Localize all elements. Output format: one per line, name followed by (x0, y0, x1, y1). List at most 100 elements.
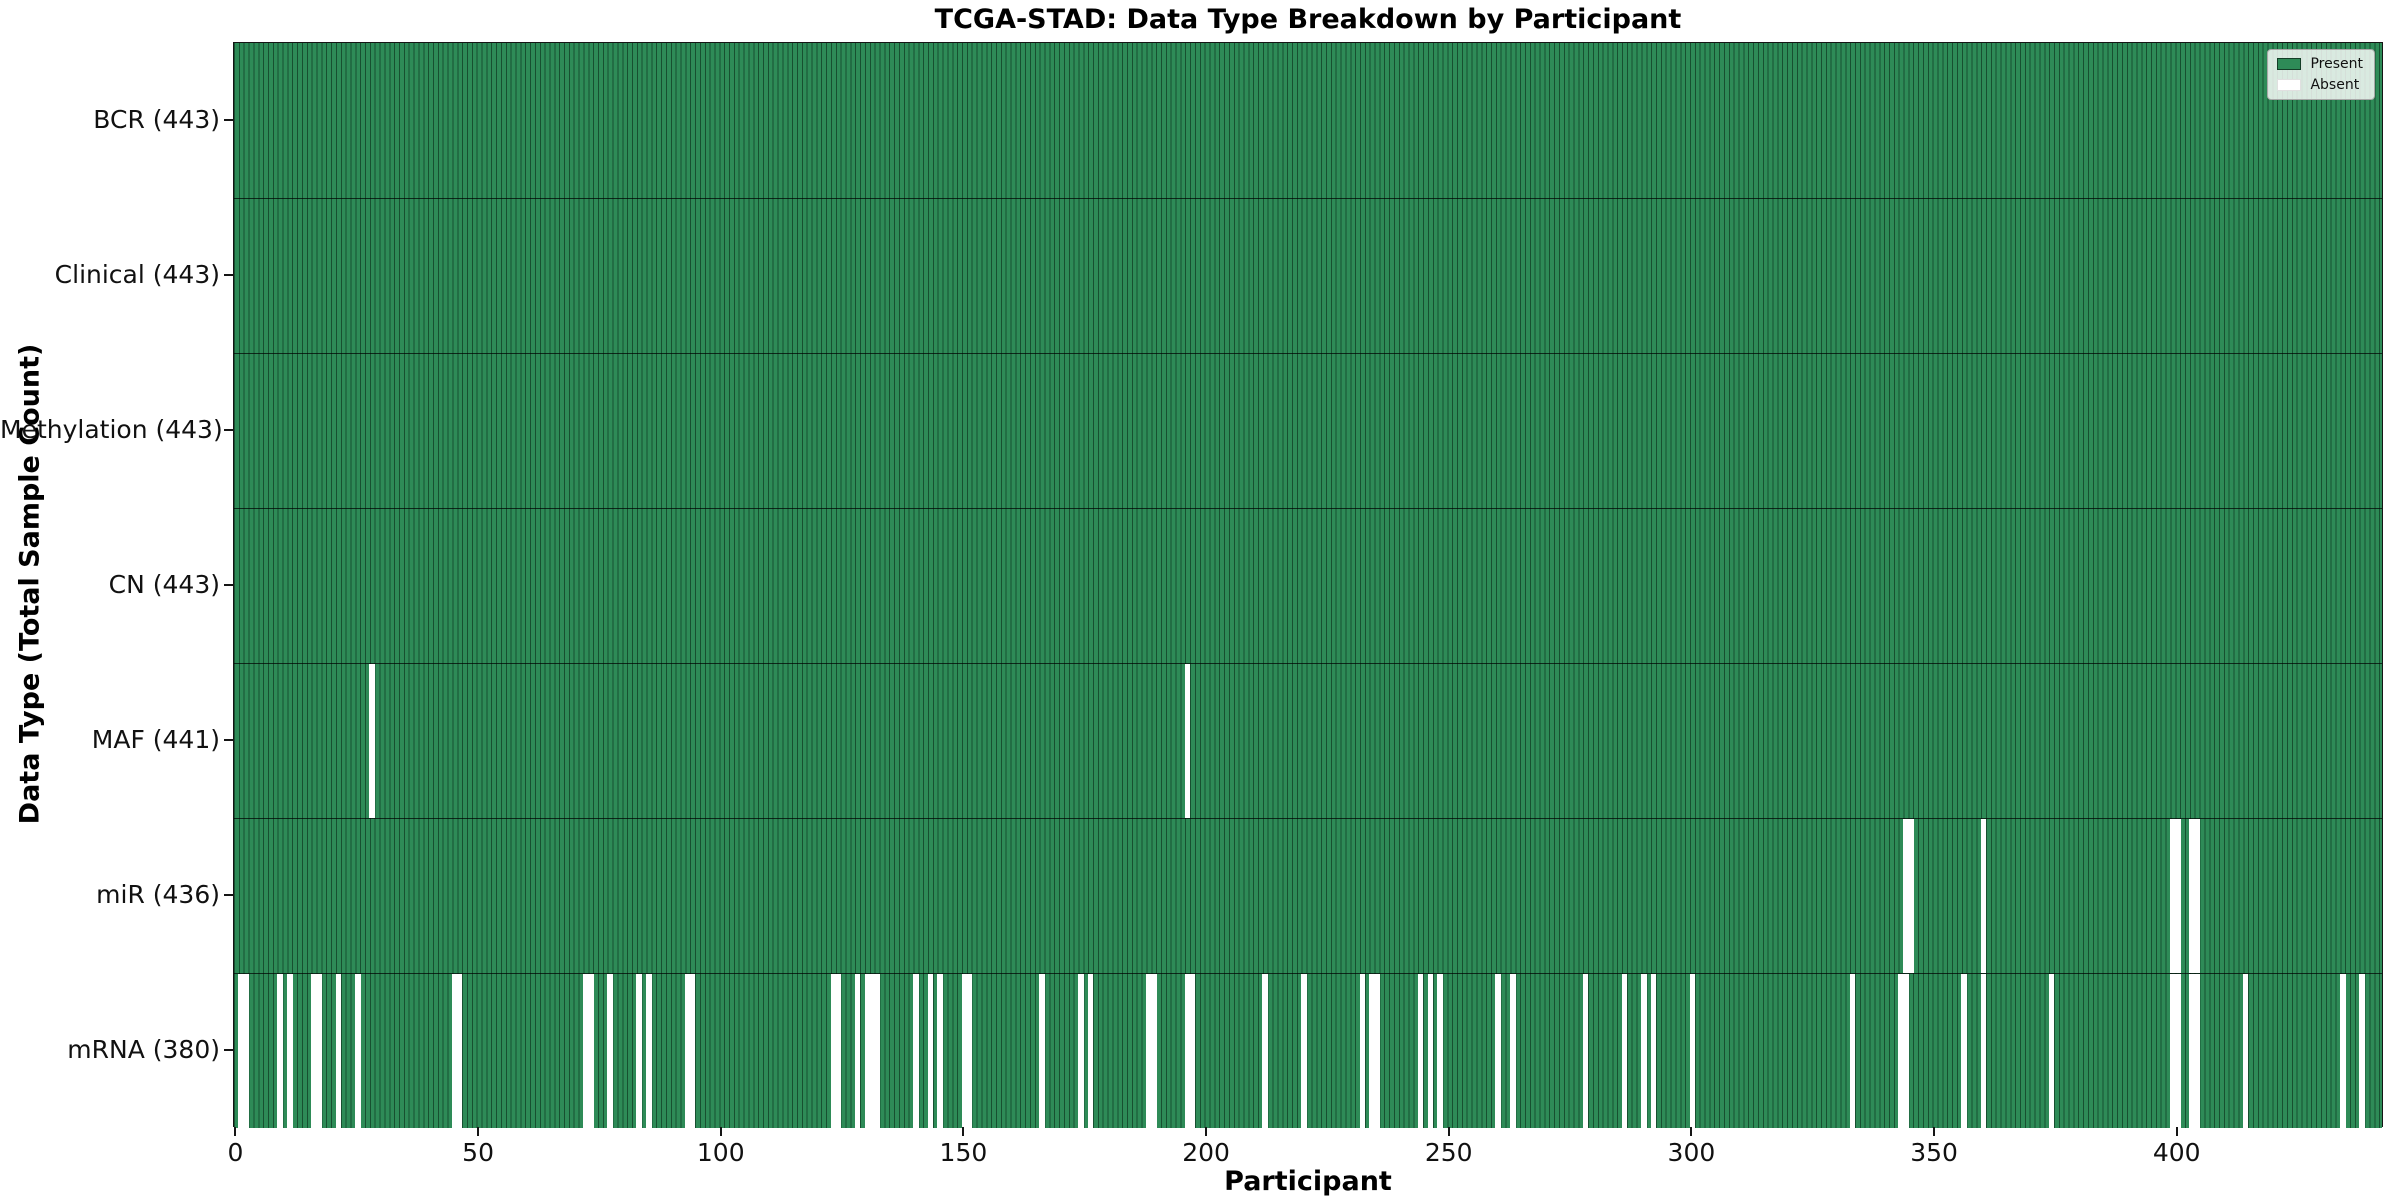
x-tick-label: 50 (462, 1138, 494, 1167)
absent-mark (1150, 974, 1157, 1128)
absent-mark (1417, 974, 1424, 1128)
absent-mark (2194, 974, 2200, 1128)
x-tick (1690, 1127, 1693, 1136)
absent-mark (1898, 974, 1904, 1128)
row-clinical (234, 198, 2382, 353)
absent-mark (1495, 974, 1502, 1128)
absent-mark (1903, 819, 1909, 973)
x-tick (962, 1127, 965, 1136)
absent-mark (2194, 819, 2200, 973)
absent-mark (1907, 819, 1914, 973)
absent-mark (2189, 974, 2196, 1128)
absent-mark (646, 974, 652, 1128)
absent-mark (1374, 974, 1380, 1128)
absent-mark (2339, 974, 2346, 1128)
x-tick-label: 100 (696, 1138, 745, 1167)
legend-entry-present: Present (2277, 57, 2363, 71)
absent-mark (1039, 974, 1045, 1128)
absent-mark (1301, 974, 1307, 1128)
absent-mark (2242, 974, 2249, 1128)
absent-mark (1903, 974, 1909, 1128)
x-tick-label: 150 (939, 1138, 988, 1167)
y-tick-label-cn: CN (443) (108, 569, 220, 599)
absent-mark (587, 974, 594, 1128)
absent-mark (286, 974, 293, 1128)
y-tick-label-clinical: Clinical (443) (54, 259, 220, 289)
absent-mark (1437, 974, 1443, 1128)
absent-mark (966, 974, 973, 1128)
absent-mark (335, 974, 342, 1128)
absent-mark (277, 974, 283, 1128)
x-tick (234, 1127, 237, 1136)
absent-mark (456, 974, 463, 1128)
absent-mark (1262, 974, 1269, 1128)
absent-mark (311, 974, 317, 1128)
legend: Present Absent (2267, 49, 2375, 100)
y-tick (224, 738, 233, 741)
y-tick (224, 428, 233, 431)
y-tick (224, 273, 233, 276)
absent-mark (684, 974, 691, 1128)
present-swatch-icon (2277, 58, 2302, 70)
absent-mark (1961, 974, 1967, 1128)
x-tick-label: 0 (227, 1138, 244, 1167)
absent-mark (1184, 974, 1191, 1128)
absent-mark (835, 974, 842, 1128)
chart-title: TCGA-STAD: Data Type Breakdown by Partic… (934, 4, 1682, 35)
absent-mark (1359, 974, 1366, 1128)
x-tick (2175, 1127, 2178, 1136)
x-tick (1205, 1127, 1208, 1136)
absent-mark (636, 974, 643, 1128)
absent-mark (913, 974, 919, 1128)
absent-mark (869, 974, 876, 1128)
absent-mark (1146, 974, 1152, 1128)
absent-mark (2170, 974, 2176, 1128)
absent-mark (1582, 974, 1589, 1128)
absent-mark (354, 974, 361, 1128)
row-cn (234, 508, 2382, 663)
absent-mark (2170, 819, 2176, 973)
y-tick (224, 893, 233, 896)
legend-entry-absent: Absent (2277, 78, 2363, 92)
absent-mark (961, 974, 968, 1128)
y-tick-label-bcr: BCR (443) (93, 104, 220, 134)
row-mrna (234, 973, 2382, 1128)
x-tick (719, 1127, 722, 1136)
absent-mark (937, 974, 943, 1128)
absent-mark (1184, 664, 1191, 818)
absent-mark (830, 974, 837, 1128)
absent-mark (1189, 974, 1196, 1128)
y-tick-label-methylation: Methylation (443) (0, 414, 223, 444)
row-maf (234, 663, 2382, 818)
x-tick (477, 1127, 480, 1136)
absent-mark (1087, 974, 1094, 1128)
absent-mark (369, 664, 376, 818)
absent-mark (2174, 974, 2181, 1128)
absent-mark (2359, 974, 2365, 1128)
absent-mark (1427, 974, 1434, 1128)
absent-mark (1849, 974, 1856, 1128)
x-axis-title: Participant (1224, 1166, 1392, 1197)
absent-mark (607, 974, 613, 1128)
absent-mark (689, 974, 696, 1128)
x-tick (1447, 1127, 1450, 1136)
absent-mark (1641, 974, 1647, 1128)
absent-mark (2174, 819, 2181, 973)
absent-mark (874, 974, 880, 1128)
plot-area: Present Absent (233, 42, 2383, 1128)
x-tick-label: 350 (1910, 1138, 1958, 1167)
legend-label-present: Present (2310, 56, 2363, 72)
y-tick (224, 1048, 233, 1051)
absent-mark (1689, 974, 1696, 1128)
x-tick-label: 250 (1424, 1138, 1473, 1167)
y-tick-label-mir: miR (436) (96, 879, 220, 909)
absent-mark (1369, 974, 1375, 1128)
absent-mark (1650, 974, 1657, 1128)
absent-mark (1510, 974, 1516, 1128)
absent-mark (238, 974, 245, 1128)
absent-mark (451, 974, 458, 1128)
absent-mark (1980, 974, 1987, 1128)
row-methylation (234, 353, 2382, 508)
absent-mark (864, 974, 871, 1128)
